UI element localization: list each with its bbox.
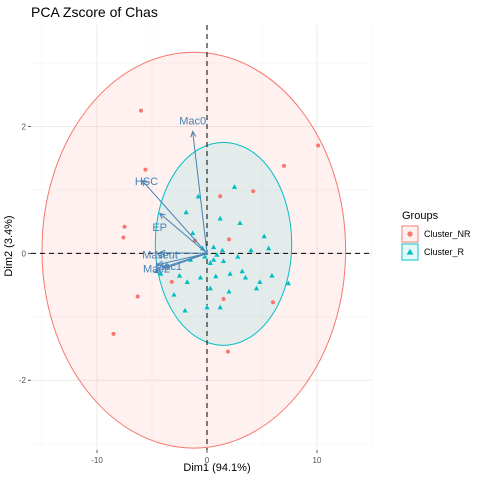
point-cluster-nr (251, 189, 256, 194)
chart-title: PCA Zscore of Chas (31, 4, 158, 20)
y-tick-label: 0 (22, 249, 27, 258)
x-tick-label: -10 (91, 456, 103, 465)
point-cluster-r (237, 220, 243, 225)
point-cluster-nr (111, 331, 116, 336)
variable-label: HSC (135, 176, 158, 188)
data-points (111, 108, 321, 354)
variable-arrow-line (141, 180, 208, 254)
x-axis-label: Dim1 (94.1%) (183, 462, 250, 474)
point-cluster-nr (271, 300, 275, 305)
point-cluster-r (158, 271, 164, 276)
point-cluster-r (211, 244, 217, 250)
point-cluster-r (211, 257, 217, 262)
variable-arrow-line (192, 131, 208, 254)
point-cluster-r (184, 279, 190, 284)
point-cluster-r (261, 233, 267, 239)
ellipse-cluster-r (154, 141, 293, 346)
point-cluster-nr (221, 297, 226, 302)
point-cluster-nr (122, 224, 127, 229)
point-cluster-r (207, 260, 213, 265)
variable-label: Mast (142, 249, 166, 261)
point-cluster-r (197, 274, 203, 280)
point-cluster-r (285, 280, 291, 286)
x-tick-label: 0 (205, 456, 210, 465)
point-cluster-r (227, 271, 233, 276)
x-axis-ticks: -10 0 10 (91, 450, 322, 465)
variable-arrow-line (157, 252, 208, 266)
point-cluster-r (213, 273, 219, 279)
point-cluster-r (182, 307, 188, 313)
legend-marker-cluster-nr (407, 231, 413, 237)
point-cluster-nr (227, 237, 231, 242)
variable-arrow-head (158, 249, 166, 256)
point-cluster-r (183, 209, 189, 215)
point-cluster-nr (143, 167, 148, 172)
point-cluster-r (207, 285, 213, 291)
variable-arrow-head (161, 262, 170, 269)
y-tick-label: 2 (22, 122, 27, 131)
variable-arrow-head (190, 130, 197, 138)
variable-arrow-line (162, 252, 208, 268)
x-tick-label: 10 (313, 456, 322, 465)
point-cluster-r (190, 230, 196, 236)
reference-lines (31, 25, 372, 450)
y-axis-label: Dim2 (3.4%) (3, 215, 15, 276)
point-cluster-r (220, 258, 227, 264)
concentration-ellipses (41, 51, 347, 449)
point-cluster-r (214, 252, 220, 257)
variable-label: Mac0 (179, 116, 206, 128)
variable-arrow-head (153, 267, 161, 274)
variable-label: Neut (155, 249, 178, 261)
point-cluster-r (204, 304, 210, 310)
point-cluster-nr (218, 194, 223, 199)
point-cluster-nr (316, 143, 321, 148)
variable-arrow-head (156, 260, 164, 267)
point-cluster-r (253, 285, 260, 291)
point-cluster-r (171, 291, 177, 297)
legend-label-cluster-r: Cluster_R (424, 247, 465, 257)
point-cluster-r (239, 268, 245, 274)
legend: Groups Cluster_NR Cluster_R (401, 210, 471, 261)
variable-arrow-line (159, 213, 208, 254)
y-tick-label: -2 (19, 376, 27, 385)
point-cluster-nr (225, 349, 230, 354)
point-cluster-r (176, 272, 183, 278)
point-cluster-nr (135, 294, 140, 299)
legend-label-cluster-nr: Cluster_NR (424, 229, 471, 239)
point-cluster-r (226, 288, 232, 294)
point-cluster-nr (169, 279, 174, 284)
y-axis-ticks: -2 0 2 (19, 122, 31, 385)
point-cluster-r (202, 253, 208, 259)
point-cluster-r (219, 247, 225, 253)
point-cluster-nr (139, 108, 143, 113)
legend-marker-cluster-r (406, 248, 414, 255)
point-cluster-r (231, 184, 238, 189)
variable-arrow-head (158, 212, 166, 220)
point-cluster-r (195, 193, 201, 199)
point-cluster-r (217, 304, 223, 310)
variable-arrow-head (141, 179, 148, 187)
point-cluster-r (257, 279, 263, 284)
point-cluster-r (242, 274, 249, 280)
point-cluster-r (266, 245, 272, 251)
point-cluster-nr (282, 163, 286, 168)
legend-title: Groups (402, 210, 439, 222)
variable-label: EP (152, 222, 167, 234)
point-cluster-nr (121, 235, 126, 240)
point-cluster-r (269, 272, 275, 278)
variable-arrow-line (159, 252, 208, 254)
point-cluster-r (248, 247, 254, 253)
point-cluster-r (217, 215, 223, 221)
point-cluster-r (235, 253, 241, 259)
ellipse-cluster-nr (41, 51, 347, 449)
